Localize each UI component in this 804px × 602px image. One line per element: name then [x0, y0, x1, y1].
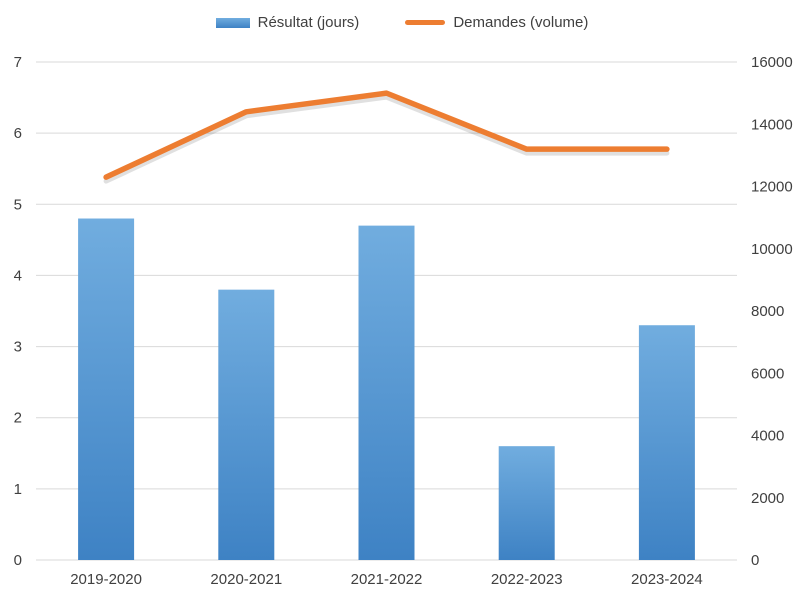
chart-legend: Résultat (jours) Demandes (volume) — [0, 14, 804, 31]
x-axis-category-label: 2023-2024 — [631, 571, 703, 588]
legend-bar-label: Résultat (jours) — [257, 14, 360, 31]
right-axis-tick-label: 12000 — [751, 179, 793, 196]
bar-series-swatch-icon — [215, 17, 250, 28]
left-axis-tick-label: 3 — [14, 339, 22, 356]
right-axis-tick-label: 14000 — [751, 116, 793, 133]
left-axis-tick-label: 6 — [14, 125, 22, 142]
left-axis-tick-label: 1 — [14, 481, 22, 498]
bar — [498, 446, 555, 560]
right-axis-tick-label: 2000 — [751, 490, 784, 507]
left-axis-tick-label: 5 — [14, 196, 22, 213]
right-axis-tick-label: 4000 — [751, 428, 784, 445]
bar — [358, 225, 415, 560]
legend-item-bars: Résultat (jours) — [215, 14, 360, 31]
right-axis-tick-label: 0 — [751, 552, 759, 569]
x-axis-category-label: 2022-2023 — [491, 571, 563, 588]
right-axis-tick-label: 8000 — [751, 303, 784, 320]
line-series-swatch-icon — [405, 20, 446, 25]
legend-line-label: Demandes (volume) — [453, 14, 589, 31]
bar — [638, 325, 695, 560]
right-axis-tick-label: 10000 — [751, 241, 793, 258]
line-series-shadow — [103, 94, 670, 184]
bar — [218, 289, 275, 560]
left-axis-tick-label: 7 — [14, 54, 22, 71]
x-axis-category-label: 2020-2021 — [210, 571, 282, 588]
left-axis-tick-label: 4 — [14, 267, 22, 284]
right-axis-tick-label: 16000 — [751, 54, 793, 71]
line-series — [103, 90, 670, 180]
left-axis-tick-label: 2 — [14, 410, 22, 427]
left-axis-tick-label: 0 — [14, 552, 22, 569]
legend-item-line: Demandes (volume) — [405, 14, 588, 31]
x-axis-category-label: 2021-2022 — [351, 571, 423, 588]
right-axis-tick-label: 6000 — [751, 365, 784, 382]
bar — [78, 218, 135, 560]
x-axis-category-label: 2019-2020 — [70, 571, 142, 588]
